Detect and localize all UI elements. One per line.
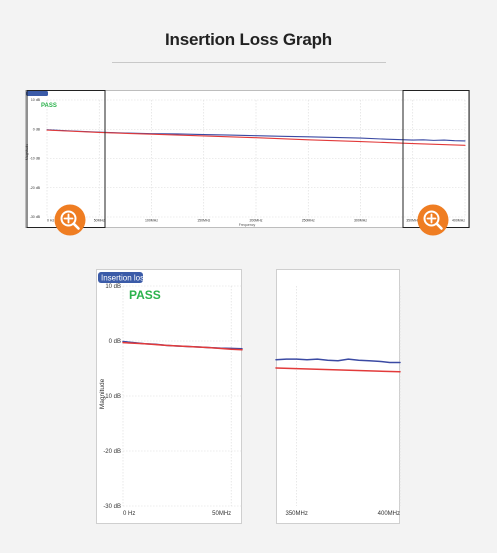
zoom-in-icon[interactable]: [54, 204, 86, 236]
series-line-2: [46, 129, 466, 146]
x-tick-label: 300MHz: [354, 219, 367, 223]
x-tick-label: 150MHz: [197, 219, 210, 223]
x-tick-label: 250MHz: [302, 219, 315, 223]
y-tick-label: -20 dB: [30, 186, 41, 190]
y-tick-label: 10 dB: [105, 284, 121, 290]
overview-title-tab: [26, 91, 48, 96]
y-tick-label: 0 dB: [33, 127, 41, 131]
x-tick-label: 350MHz: [406, 219, 419, 223]
x-tick-label: 50MHz: [212, 511, 231, 517]
zoom-low-chart-title: Insertion loss: [101, 274, 148, 283]
overview-chart: 10 dB 0 dB -10 dB -20 dB -30 dB 0 Hz 50MHz 100M…: [25, 90, 470, 236]
x-tick-label: 50MHz: [94, 219, 105, 223]
x-tick-label: 400MHz: [378, 511, 400, 517]
overview-pass-label: PASS: [41, 103, 57, 109]
x-tick-label: 200MHz: [249, 219, 262, 223]
y-tick-label: -10 dB: [30, 157, 41, 161]
x-tick-label: 0 Hz: [123, 511, 135, 517]
y-tick-label: 0 dB: [109, 339, 121, 345]
y-tick-label: -20 dB: [103, 449, 121, 455]
x-tick-label: 400MHz: [452, 219, 465, 223]
x-tick-label: 100MHz: [145, 219, 158, 223]
zoom-low-pass-label: PASS: [129, 288, 161, 302]
zoom-low-chart: Insertion loss 10 dB 0 dB -10 dB -20 dB -30 …: [96, 269, 243, 524]
x-tick-label: 350MHz: [285, 511, 307, 517]
title-divider: [112, 62, 386, 63]
x-tick-label: 0 Hz: [47, 219, 54, 223]
zoom-low-y-axis-label: Magnitude: [99, 378, 106, 409]
series-line-1: [275, 358, 401, 364]
zoom-low-title-tab: [98, 272, 143, 283]
page-title: Insertion Loss Graph: [165, 30, 332, 49]
series-line-2: [275, 367, 401, 373]
zoom-high-chart: 350MHz 400MHz: [275, 269, 401, 524]
zoom-in-icon[interactable]: [417, 204, 449, 236]
y-tick-label: -30 dB: [103, 504, 121, 510]
series-line-2: [122, 341, 243, 351]
y-tick-label: -30 dB: [30, 215, 41, 219]
y-tick-label: 10 dB: [31, 98, 41, 102]
zoom-low-chart-frame: [96, 269, 242, 524]
y-tick-label: -10 dB: [103, 394, 121, 400]
zoom-high-chart-frame: [276, 269, 400, 524]
overview-x-axis-label: Frequency: [239, 223, 256, 227]
